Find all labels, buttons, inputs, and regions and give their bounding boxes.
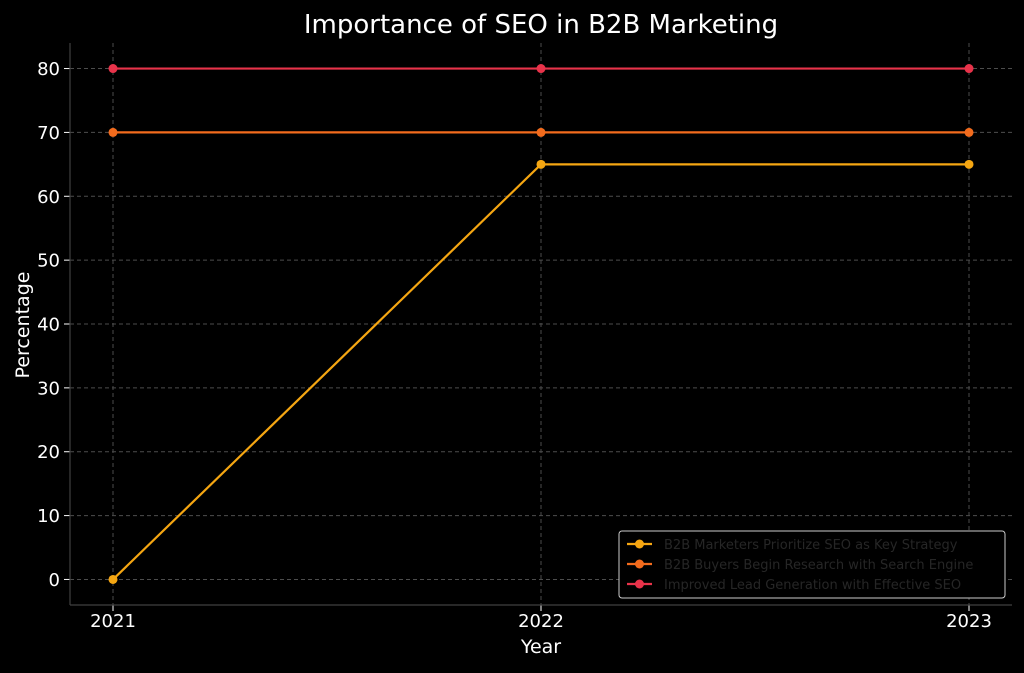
legend-swatch-marker xyxy=(635,579,644,589)
x-tick-label: 2023 xyxy=(946,611,992,632)
data-point xyxy=(536,127,546,137)
y-tick-label: 80 xyxy=(37,59,60,80)
y-tick-label: 70 xyxy=(37,123,60,144)
legend: B2B Marketers Prioritize SEO as Key Stra… xyxy=(618,530,1006,599)
legend-box xyxy=(618,530,1006,599)
data-point xyxy=(964,159,974,169)
series-layer xyxy=(108,64,974,584)
y-tick-label: 20 xyxy=(37,442,60,463)
data-point xyxy=(964,64,974,74)
y-tick-label: 60 xyxy=(37,187,60,208)
y-tick-label: 30 xyxy=(37,378,60,399)
y-tick-label: 0 xyxy=(49,570,60,591)
data-point xyxy=(108,127,118,137)
data-point xyxy=(108,574,118,584)
legend-entry-label: B2B Marketers Prioritize SEO as Key Stra… xyxy=(664,538,958,553)
axis-layer: 0 10 20 30 40 50 60 70 80 2021 2022 2023 xyxy=(37,43,1012,632)
data-point xyxy=(536,64,546,74)
x-axis-label: Year xyxy=(520,636,561,658)
data-point xyxy=(536,159,546,169)
x-tick-label: 2021 xyxy=(90,611,136,632)
data-point xyxy=(108,64,118,74)
x-tick-label: 2022 xyxy=(518,611,564,632)
grid-layer xyxy=(70,43,1012,605)
y-tick-label: 50 xyxy=(37,251,60,272)
chart-title: Importance of SEO in B2B Marketing xyxy=(304,10,778,40)
legend-swatch-marker xyxy=(635,539,644,549)
y-axis-label: Percentage xyxy=(12,272,34,379)
y-tick-label: 10 xyxy=(37,506,60,527)
legend-entry-label: B2B Buyers Begin Research with Search En… xyxy=(664,558,973,573)
legend-swatch-marker xyxy=(635,559,644,569)
y-tick-label: 40 xyxy=(37,315,60,336)
data-point xyxy=(964,127,974,137)
legend-entry-label: Improved Lead Generation with Effective … xyxy=(664,578,961,593)
